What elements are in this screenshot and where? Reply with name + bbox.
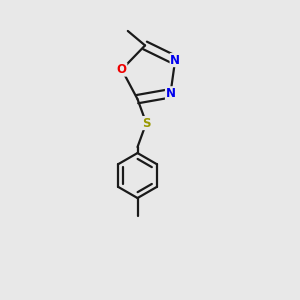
Text: S: S xyxy=(142,117,151,130)
Text: N: N xyxy=(166,87,176,100)
Text: O: O xyxy=(117,63,127,76)
Text: N: N xyxy=(170,54,180,67)
